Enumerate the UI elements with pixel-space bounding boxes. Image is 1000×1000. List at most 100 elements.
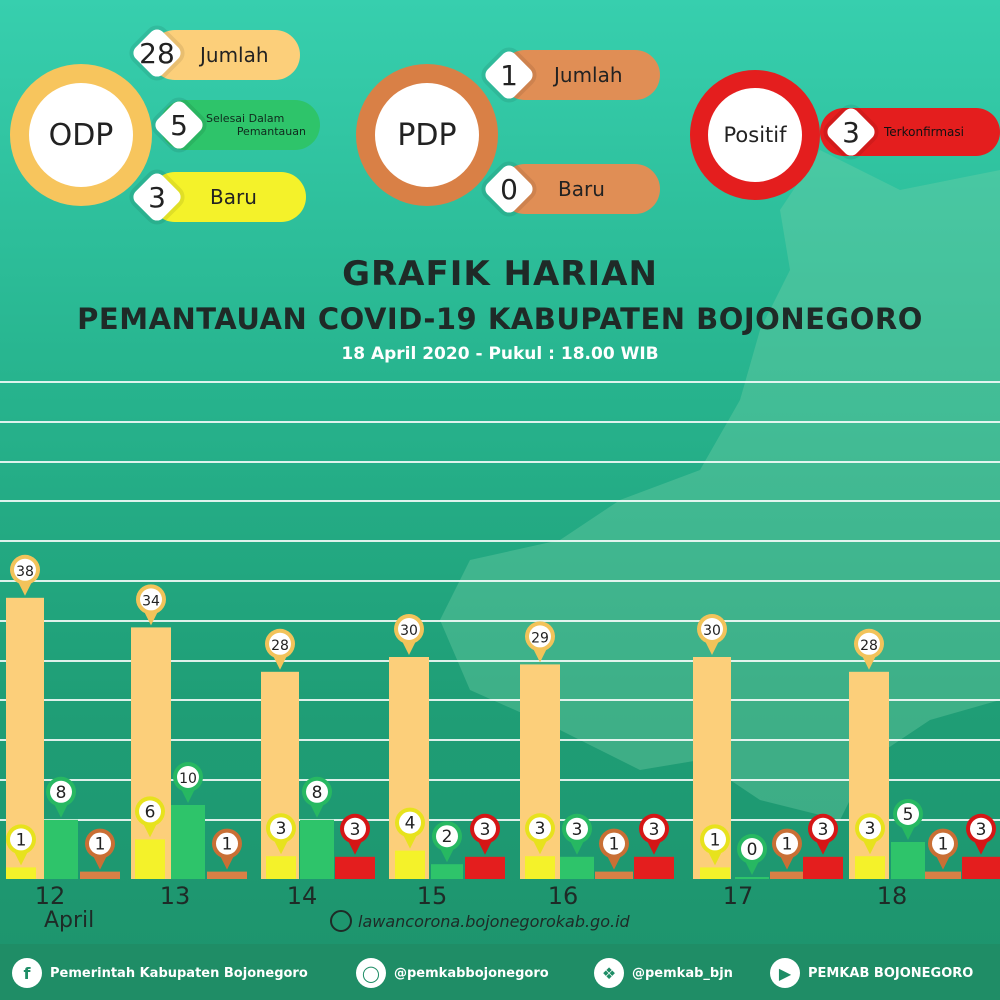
- bar-positif-pin-tail: [647, 840, 661, 855]
- bar-pdp: [80, 871, 120, 879]
- bar-odp-new-pin-tail: [274, 840, 288, 855]
- bar-positif-pin-bg: [970, 817, 992, 840]
- bar-pdp: [925, 871, 961, 879]
- bar-positif-pin-tail: [348, 840, 362, 855]
- bar-odp-new: [135, 839, 165, 879]
- odp-label: ODP: [48, 117, 114, 153]
- bar-positif-pin-bg: [344, 817, 366, 840]
- bar-odp-done-pin-tail: [901, 826, 915, 840]
- bar-odp-new-label: 3: [535, 819, 546, 839]
- bar-odp-new-label: 1: [16, 830, 27, 850]
- chart-subtitle: PEMANTAUAN COVID-19 KABUPATEN BOJONEGORO: [77, 302, 923, 336]
- bar-odp-total-pin-tail: [18, 581, 32, 596]
- bar-odp-total-label: 28: [860, 638, 878, 654]
- bar-pdp: [770, 871, 804, 879]
- bar-pdp-pin-tail: [93, 855, 107, 870]
- bar-odp-done-pin-bg: [50, 780, 72, 803]
- bar-odp-done-pin-bg: [897, 803, 919, 825]
- bar-odp-done-pin-bg: [741, 838, 763, 860]
- pdp-baru-label: Baru: [558, 177, 605, 201]
- twitter-icon: ❖: [594, 958, 624, 988]
- x-axis-day-label: 17: [722, 882, 754, 910]
- website-link[interactable]: lawancorona.bojonegorokab.go.id: [330, 910, 630, 932]
- bar-positif-pin-tail: [478, 840, 492, 855]
- bar-odp-total-pin-bg: [398, 618, 420, 640]
- bar-odp-new: [525, 856, 555, 879]
- bar-odp-done-label: 8: [312, 783, 323, 803]
- bar-pdp-pin-bg: [603, 832, 625, 855]
- bar-odp-total-pin-bg: [269, 632, 291, 655]
- youtube-text: PEMKAB BOJONEGORO: [808, 965, 974, 981]
- odp-baru-label: Baru: [210, 185, 257, 209]
- bar-odp-new-pin-tail: [708, 851, 722, 866]
- bar-odp-new: [700, 867, 730, 879]
- twitter-link[interactable]: ❖ @pemkab_bjn: [594, 958, 733, 988]
- chart-date: 18 April 2020 - Pukul : 18.00 WIB: [341, 344, 659, 364]
- bar-positif-label: 3: [818, 820, 829, 840]
- bar-odp-total-pin-bg: [529, 625, 551, 648]
- bar-odp-total-label: 34: [142, 593, 160, 609]
- bar-odp-new: [395, 850, 425, 879]
- bar-odp-new-pin-tail: [533, 840, 547, 855]
- bar-odp-total-pin-tail: [144, 611, 158, 626]
- odp-selesai-value: 5: [170, 108, 188, 142]
- bar-odp-done-pin-bg: [436, 825, 458, 848]
- bar-odp-new-pin-bg: [399, 811, 421, 834]
- bar-odp-new-pin-bg: [704, 828, 726, 851]
- positif-value-label: Terkonfirmasi: [884, 125, 964, 139]
- gridline: [0, 420, 1000, 423]
- gridline: [0, 779, 1000, 781]
- twitter-text: @pemkab_bjn: [632, 965, 733, 981]
- bar-odp-done-label: 8: [56, 783, 67, 803]
- bar-positif-pin-bg: [812, 817, 834, 840]
- bar-odp-new-pin-bg: [529, 817, 551, 840]
- youtube-link[interactable]: ▶ PEMKAB BOJONEGORO: [770, 958, 973, 988]
- bar-odp-total-pin-bg: [858, 632, 880, 655]
- bar-odp-new-pin-tail: [143, 823, 157, 838]
- bar-odp-done-label: 0: [747, 840, 758, 860]
- bar-odp-total-label: 38: [16, 564, 34, 580]
- bar-odp-total-pin-tail: [705, 641, 719, 655]
- bar-pdp-pin-bg: [932, 832, 954, 855]
- gridline: [0, 540, 1000, 543]
- pdp-jumlah-value: 1: [500, 58, 518, 92]
- bar-positif-pin-tail: [816, 840, 830, 855]
- x-axis-day-label: 13: [159, 882, 191, 910]
- bar-odp-total-label: 30: [400, 623, 418, 639]
- bar-pdp-label: 1: [222, 835, 233, 855]
- bar-odp-done: [735, 877, 769, 879]
- bar-pdp: [207, 871, 247, 879]
- bar-odp-done-pin-tail: [54, 803, 68, 818]
- facebook-link[interactable]: f Pemerintah Kabupaten Bojonegoro: [12, 958, 308, 988]
- pdp-label: PDP: [397, 117, 457, 153]
- bar-odp-done: [431, 864, 463, 879]
- facebook-text: Pemerintah Kabupaten Bojonegoro: [50, 965, 308, 981]
- odp-baru-pill: Baru: [150, 172, 306, 222]
- bar-odp-done-pin-tail: [181, 789, 195, 803]
- bar-odp-done-label: 10: [179, 771, 197, 787]
- odp-selesai-label-1: Selesai Dalam: [206, 112, 285, 125]
- bar-odp-new-label: 3: [276, 819, 287, 839]
- bar-odp-done-pin-bg: [306, 780, 328, 803]
- bar-odp-done: [44, 819, 78, 879]
- gridline: [0, 580, 1000, 582]
- pdp-circle: PDP: [356, 64, 498, 206]
- x-axis-day-label: 18: [876, 882, 908, 910]
- bar-odp-new-pin-tail: [14, 851, 28, 866]
- website-text: lawancorona.bojonegorokab.go.id: [358, 911, 630, 931]
- odp-baru-value: 3: [148, 180, 166, 214]
- bar-pdp-pin-tail: [780, 855, 794, 870]
- bar-odp-done-pin-tail: [570, 840, 584, 855]
- bar-odp-new: [855, 856, 885, 879]
- bar-positif: [335, 856, 375, 879]
- instagram-link[interactable]: ◯ @pemkabbojonegoro: [356, 958, 549, 988]
- bar-odp-done: [171, 805, 205, 879]
- instagram-icon: ◯: [356, 958, 386, 988]
- bar-odp-total-pin-tail: [402, 641, 416, 655]
- x-axis-day-label: 14: [286, 882, 318, 910]
- gridline: [0, 619, 1000, 622]
- bar-pdp-pin-tail: [220, 855, 234, 870]
- bar-odp-done: [300, 819, 334, 879]
